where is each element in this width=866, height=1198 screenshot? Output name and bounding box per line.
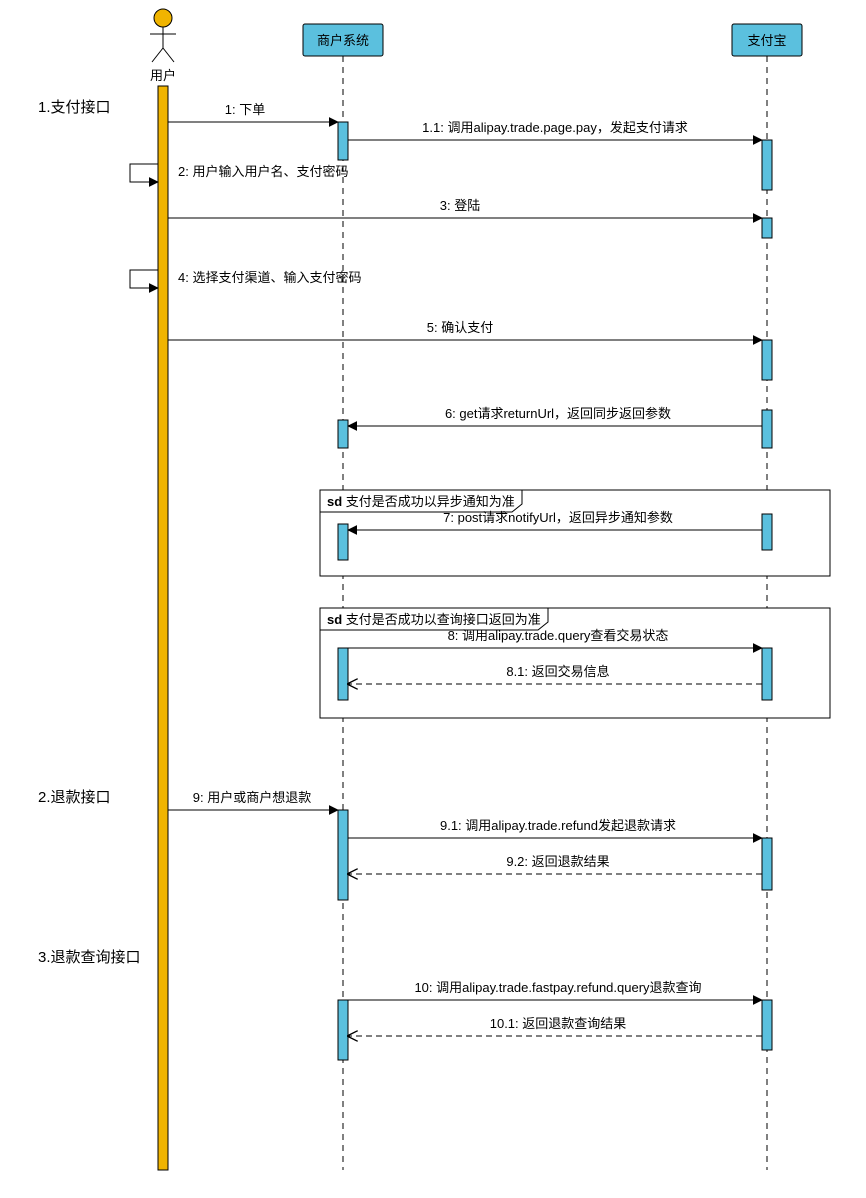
- participant-alipay: 支付宝: [732, 24, 802, 1170]
- participant-merchant: 商户系统: [303, 24, 383, 1170]
- msg-9-2-label: 9.2: 返回退款结果: [506, 854, 609, 869]
- msg-10-label: 10: 调用alipay.trade.fastpay.refund.query退…: [414, 980, 701, 995]
- fragment-sd-query: sd 支付是否成功以查询接口返回为准: [320, 608, 830, 718]
- sequence-diagram: 用户 商户系统 支付宝 sd 支付是否成功以异步通知为准 sd 支付是否成功以查…: [0, 0, 866, 1198]
- participant-alipay-label: 支付宝: [747, 33, 786, 48]
- msg-10-1-label: 10.1: 返回退款查询结果: [490, 1016, 627, 1031]
- activation-alipay-10: [762, 1000, 772, 1050]
- activation-alipay-5: [762, 340, 772, 380]
- svg-text:sd 支付是否成功以异步通知为准: sd 支付是否成功以异步通知为准: [327, 494, 515, 509]
- activation-merchant-6: [338, 420, 348, 448]
- participant-user: 用户: [150, 9, 176, 83]
- fragment-sd-async-notify: sd 支付是否成功以异步通知为准: [320, 490, 830, 576]
- msg-5-label: 5: 确认支付: [427, 320, 493, 335]
- fragment-2-title: 支付是否成功以查询接口返回为准: [346, 612, 541, 627]
- msg-8-label: 8: 调用alipay.trade.query查看交易状态: [448, 628, 669, 643]
- msg-8-1-label: 8.1: 返回交易信息: [506, 664, 609, 679]
- activation-merchant-8: [338, 648, 348, 700]
- msg-2-label: 2: 用户输入用户名、支付密码: [178, 164, 348, 179]
- participant-merchant-label: 商户系统: [317, 33, 369, 48]
- participant-user-label: 用户: [150, 68, 176, 83]
- msg-4-label: 4: 选择支付渠道、输入支付密码: [178, 270, 361, 285]
- svg-text:sd 支付是否成功以查询接口返回为准: sd 支付是否成功以查询接口返回为准: [327, 612, 541, 627]
- activation-alipay-1: [762, 140, 772, 190]
- msg-2-input-credentials: [130, 164, 158, 182]
- fragment-2-prefix: sd: [327, 612, 342, 627]
- activation-merchant-9: [338, 810, 348, 900]
- activation-alipay-6: [762, 410, 772, 448]
- msg-6-label: 6: get请求returnUrl，返回同步返回参数: [445, 406, 671, 421]
- fragment-1-title: 支付是否成功以异步通知为准: [346, 494, 515, 509]
- user-lifeline-bar: [158, 86, 168, 1170]
- section-pay-api: 1.支付接口: [38, 99, 111, 116]
- activation-merchant-10: [338, 1000, 348, 1060]
- section-refund-query-api: 3.退款查询接口: [38, 949, 141, 966]
- activation-alipay-9: [762, 838, 772, 890]
- msg-4-choose-channel: [130, 270, 158, 288]
- activation-alipay-8: [762, 648, 772, 700]
- activation-merchant-7: [338, 524, 348, 560]
- activation-alipay-3: [762, 218, 772, 238]
- msg-9-1-label: 9.1: 调用alipay.trade.refund发起退款请求: [440, 818, 676, 833]
- msg-7-label: 7: post请求notifyUrl，返回异步通知参数: [443, 510, 673, 525]
- msg-9-label: 9: 用户或商户想退款: [193, 790, 311, 805]
- fragment-1-prefix: sd: [327, 494, 342, 509]
- activation-alipay-7: [762, 514, 772, 550]
- section-refund-api: 2.退款接口: [38, 789, 111, 806]
- msg-1-1-label: 1.1: 调用alipay.trade.page.pay，发起支付请求: [422, 120, 688, 135]
- msg-3-label: 3: 登陆: [440, 198, 480, 213]
- activation-merchant-1: [338, 122, 348, 160]
- msg-1-label: 1: 下单: [225, 102, 265, 117]
